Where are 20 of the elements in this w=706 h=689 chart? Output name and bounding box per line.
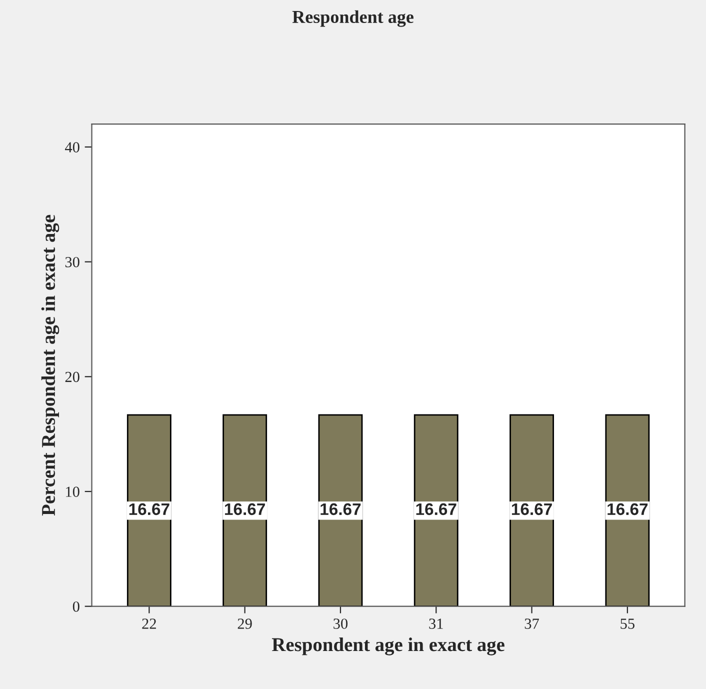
data-label: 16.67: [320, 503, 361, 516]
x-tick-label: 29: [238, 618, 252, 629]
data-label: 16.67: [416, 503, 456, 516]
x-tick-label: 22: [142, 618, 156, 629]
data-label: 16.67: [225, 503, 265, 516]
y-axis-title: Percent Respondent age in exact age: [41, 214, 60, 516]
chart-title: Respondent age: [292, 10, 414, 27]
x-tick-label: 31: [429, 618, 443, 629]
data-label: 16.67: [129, 503, 170, 516]
y-tick-label: 40: [64, 142, 80, 152]
y-tick-label: 30: [65, 256, 80, 268]
x-tick-label: 30: [334, 618, 348, 629]
data-label: 16.67: [512, 503, 552, 516]
y-tick-label: 0: [72, 601, 80, 612]
x-tick-label: 37: [524, 618, 539, 629]
x-tick-label: 55: [620, 618, 634, 629]
y-tick-label: 10: [66, 486, 80, 497]
data-label: 16.67: [608, 503, 648, 516]
x-axis-title: Respondent age in exact age: [272, 638, 504, 656]
y-tick-label: 20: [65, 372, 80, 382]
